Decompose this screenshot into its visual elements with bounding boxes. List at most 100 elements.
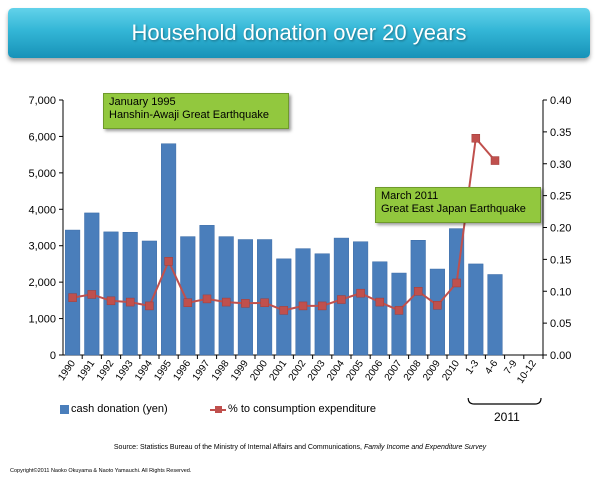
x-tick-label: 2007: [383, 358, 405, 383]
marker-consumption-percent: [106, 296, 116, 306]
x-tick-label: 7-9: [502, 358, 520, 377]
legend-label-cash-donation: cash donation (yen): [71, 403, 168, 415]
marker-consumption-percent: [394, 306, 404, 315]
legend-label-consumption-percent: % to consumption expenditure: [228, 403, 376, 415]
annotation-2011-line-1: March 2011: [381, 190, 439, 202]
source-survey-title: Family Income and Expenditure Survey: [363, 444, 487, 451]
year-2011-group-label: 2011: [494, 410, 520, 424]
marker-consumption-percent: [241, 299, 250, 308]
bar-cash-donation: [429, 268, 445, 356]
x-tick-label: 1990: [56, 358, 78, 383]
x-tick-label: 1993: [114, 358, 136, 383]
bar-cash-donation: [180, 236, 196, 356]
x-tick-label: 1994: [133, 358, 155, 383]
bar-cash-donation: [199, 225, 215, 356]
marker-consumption-percent: [68, 293, 77, 302]
x-tick-label: 2002: [287, 358, 309, 383]
bar-cash-donation: [468, 263, 484, 356]
x-tick-label: 1995: [152, 358, 174, 383]
y-left-tick-label: 6,000: [28, 131, 56, 143]
bar-cash-donation: [141, 240, 157, 356]
y-right-tick-label: 0.00: [550, 350, 571, 362]
legend-bar-swatch: [60, 404, 69, 414]
year-2011-bracket: [467, 397, 542, 405]
annotation-1995-earthquake: January 1995 Hanshin-Awaji Great Earthqu…: [103, 93, 289, 129]
annotation-1995-line-1: January 1995: [109, 96, 176, 108]
y-right-tick-label: 0.25: [550, 191, 571, 203]
bar-cash-donation: [218, 236, 234, 356]
marker-consumption-percent: [145, 301, 154, 311]
marker-consumption-percent: [375, 297, 385, 307]
annotation-2011-line-2: Great East Japan Earthquake: [381, 203, 526, 215]
x-tick-label: 2006: [363, 358, 385, 383]
marker-consumption-percent: [279, 306, 289, 315]
x-tick-label: 1991: [75, 358, 97, 383]
y-right-tick-label: 0.15: [550, 254, 571, 266]
source-note: Source: Statistics Bureau of the Ministr…: [0, 444, 600, 451]
x-tick-label: 1996: [171, 358, 193, 383]
bar-cash-donation: [122, 231, 138, 356]
copyright-note: Copyright©2011 Naoko Okuyama & Naoto Yam…: [10, 468, 192, 474]
marker-consumption-percent: [471, 134, 481, 143]
x-tick-label: 1997: [191, 358, 213, 383]
bar-cash-donation: [353, 241, 369, 356]
legend-line-swatch: [210, 405, 226, 414]
y-right-tick-label: 0.20: [550, 223, 571, 235]
bar-cash-donation: [487, 274, 503, 356]
annotation-1995-line-2: Hanshin-Awaji Great Earthquake: [109, 109, 269, 121]
x-tick-label: 2009: [421, 358, 443, 383]
marker-consumption-percent: [202, 294, 212, 304]
marker-consumption-percent: [452, 278, 461, 288]
annotation-2011-earthquake: March 2011 Great East Japan Earthquake: [375, 187, 541, 223]
x-tick-label: 4-6: [483, 358, 501, 377]
y-right-tick-label: 0.05: [550, 318, 571, 330]
x-tick-label: 2008: [402, 358, 424, 383]
x-tick-label: 2001: [267, 358, 289, 383]
y-left-tick-label: 0: [50, 350, 56, 362]
marker-consumption-percent: [183, 298, 193, 307]
y-right-tick-label: 0.10: [550, 286, 571, 298]
x-tick-label: 2000: [248, 358, 270, 383]
marker-consumption-percent: [125, 297, 135, 307]
y-left-tick-label: 2,000: [28, 277, 56, 289]
x-tick-label: 2004: [325, 358, 347, 383]
y-right-tick-label: 0.30: [550, 159, 571, 171]
x-tick-label: 2005: [344, 358, 366, 383]
chart-title-banner: Household donation over 20 years: [8, 8, 590, 58]
marker-consumption-percent: [413, 287, 423, 296]
marker-consumption-percent: [356, 288, 365, 298]
x-tick-label: 2003: [306, 358, 328, 383]
marker-consumption-percent: [490, 156, 500, 165]
bar-cash-donation: [237, 239, 253, 356]
bar-cash-donation: [84, 212, 100, 356]
marker-consumption-percent: [164, 257, 173, 266]
x-tick-label: 2010: [440, 358, 462, 383]
bar-cash-donation: [372, 261, 388, 356]
marker-consumption-percent: [433, 301, 442, 310]
marker-consumption-percent: [87, 290, 97, 299]
x-tick-label: 1992: [95, 358, 117, 383]
y-left-tick-label: 5,000: [28, 168, 56, 180]
x-tick-label: 1999: [229, 358, 251, 383]
y-left-tick-label: 3,000: [28, 241, 56, 253]
y-right-tick-label: 0.35: [550, 127, 571, 139]
y-right-tick-label: 0.40: [550, 95, 571, 107]
marker-consumption-percent: [337, 295, 346, 304]
marker-consumption-percent: [260, 298, 269, 307]
legend-item-cash-donation: cash donation (yen): [60, 403, 168, 415]
marker-consumption-percent: [317, 301, 327, 311]
bar-cash-donation: [161, 143, 177, 356]
bar-cash-donation: [65, 229, 81, 356]
marker-consumption-percent: [221, 297, 231, 307]
x-tick-label: 1998: [210, 358, 232, 383]
x-tick-label: 10-12: [515, 358, 539, 386]
bar-cash-donation: [257, 239, 273, 356]
y-left-tick-label: 4,000: [28, 204, 56, 216]
marker-consumption-percent: [298, 301, 308, 311]
bar-cash-donation: [103, 231, 119, 356]
y-left-tick-label: 7,000: [28, 95, 56, 107]
y-left-tick-label: 1,000: [28, 314, 56, 326]
x-tick-label: 1-3: [464, 358, 482, 377]
source-prefix: Source: Statistics Bureau of the Ministr…: [113, 444, 364, 451]
